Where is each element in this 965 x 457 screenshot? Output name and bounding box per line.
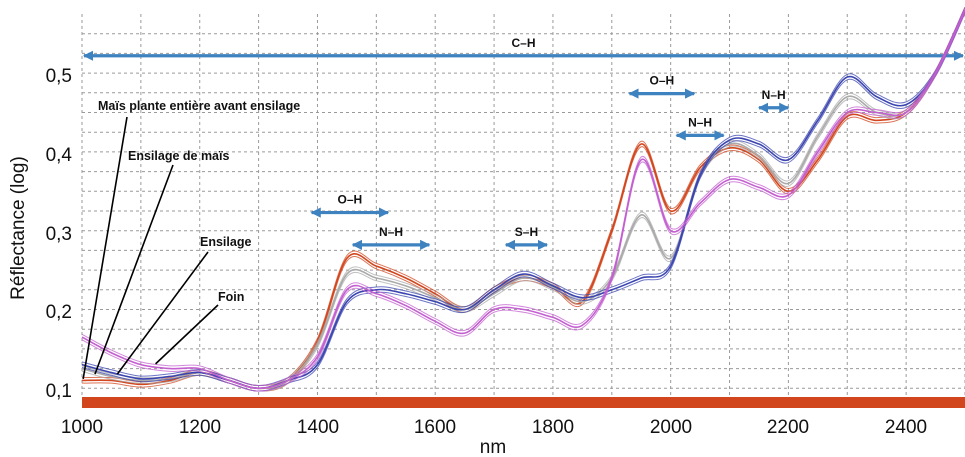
x-tick-label-2400: 2400: [885, 417, 927, 438]
x-tick-label-1800: 1800: [532, 417, 574, 438]
legend-pointer-1: [82, 116, 128, 379]
baseline-bar: [82, 397, 965, 408]
legend-pointer-2: [94, 164, 174, 375]
x-tick-label-2200: 2200: [767, 417, 809, 438]
series-4-line-3: [81, 7, 965, 387]
legend-label-ensilage-de-mais: Ensilage de maïs: [128, 149, 229, 163]
x-tick-label-2000: 2000: [650, 417, 692, 438]
x-tick-label-1000: 1000: [61, 417, 103, 438]
x-axis-tick-labels: 1000 1200 1400 1600 1800 2000 2200 2400: [61, 417, 927, 438]
legend-label-ensilage: Ensilage: [200, 235, 251, 249]
series-lines: [81, 7, 965, 392]
legend-label-foin: Foin: [218, 290, 244, 304]
series-4-line-1: [81, 12, 965, 392]
x-tick-label-1600: 1600: [414, 417, 456, 438]
y-tick-label-0-4: 0,4: [46, 145, 73, 166]
legend-label-mais-plante: Maïs plante entière avant ensilage: [98, 99, 300, 113]
y-axis-tick-labels: 0,1 0,2 0,3 0,4 0,5: [46, 66, 73, 402]
x-tick-label-1200: 1200: [179, 417, 221, 438]
y-tick-label-0-3: 0,3: [46, 224, 72, 245]
band-annotations: C–H O–H N–H S–H O–H N–H N–H: [82, 36, 965, 251]
band-label-2: O–H: [337, 193, 362, 207]
band-label-5: O–H: [649, 74, 674, 88]
series-4: [81, 7, 965, 392]
x-axis-title: nm: [480, 437, 506, 457]
y-tick-label-0-1: 0,1: [46, 381, 72, 402]
legend-pointer-4: [155, 304, 219, 365]
legend-pointers: [82, 116, 219, 379]
y-axis-title: Réflectance (log): [8, 156, 29, 300]
band-label-3: N–H: [379, 225, 403, 239]
gridlines: [81, 14, 965, 398]
legend-pointer-3: [116, 251, 209, 375]
series-4-line-2: [81, 9, 965, 390]
y-tick-label-0-2: 0,2: [46, 302, 72, 323]
y-tick-label-0-5: 0,5: [46, 66, 72, 87]
band-label-6: N–H: [688, 115, 712, 129]
x-tick-label-1400: 1400: [297, 417, 339, 438]
plot-area: [82, 14, 965, 408]
band-label-4: S–H: [515, 225, 538, 239]
band-label-1: C–H: [511, 36, 535, 50]
legend-labels: Maïs plante entière avant ensilage Ensil…: [98, 99, 300, 304]
band-label-7: N–H: [762, 88, 786, 102]
